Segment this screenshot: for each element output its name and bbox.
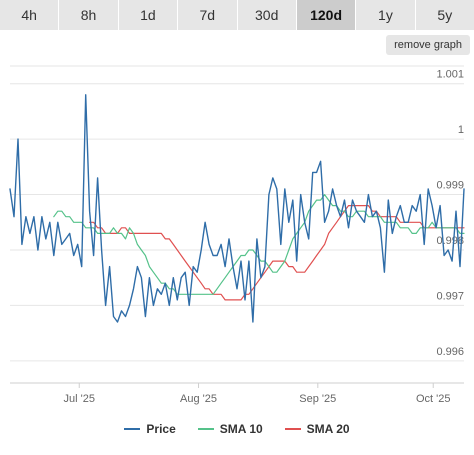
- x-tick-label: Oct '25: [416, 393, 451, 405]
- series-line-sma-10: [53, 194, 465, 295]
- range-tab-5y[interactable]: 5y: [415, 0, 474, 30]
- x-tick-label: Jul '25: [64, 393, 95, 405]
- y-tick-label: 0.997: [436, 290, 464, 302]
- range-tab-7d[interactable]: 7d: [178, 0, 238, 30]
- y-tick-label: 1: [458, 124, 464, 136]
- range-tab-30d[interactable]: 30d: [237, 0, 297, 30]
- x-tick-label: Sep '25: [299, 393, 336, 405]
- legend-item-sma-20[interactable]: SMA 20: [284, 422, 350, 436]
- y-tick-label: 0.998: [436, 235, 464, 247]
- legend-swatch-icon: [284, 428, 301, 430]
- chart-legend: Price SMA 10 SMA 20: [0, 420, 474, 438]
- legend-item-sma-10[interactable]: SMA 10: [197, 422, 263, 436]
- chart-series: [9, 94, 465, 323]
- range-tab-4h[interactable]: 4h: [0, 0, 60, 30]
- x-tick-label: Aug '25: [180, 393, 217, 405]
- series-line-sma-20: [88, 205, 465, 301]
- legend-label: SMA 10: [219, 422, 263, 436]
- price-chart: 0.996 0.997 0.998 0.999 1 1.001 Jul '25 Aug '2…: [9, 65, 465, 405]
- y-tick-label: 0.999: [436, 180, 464, 192]
- legend-swatch-icon: [124, 428, 141, 430]
- y-tick-label: 1.001: [436, 69, 464, 81]
- chart-grid: [10, 65, 464, 384]
- legend-label: Price: [146, 422, 176, 436]
- legend-label: SMA 20: [306, 422, 350, 436]
- range-tab-1y[interactable]: 1y: [356, 0, 416, 30]
- series-line-price: [9, 94, 465, 323]
- y-tick-label: 0.996: [436, 346, 464, 358]
- legend-swatch-icon: [197, 428, 214, 430]
- legend-item-price[interactable]: Price: [124, 422, 176, 436]
- range-tab-1d[interactable]: 1d: [118, 0, 179, 30]
- range-tab-8h[interactable]: 8h: [59, 0, 119, 30]
- remove-graph-button[interactable]: remove graph: [386, 35, 470, 55]
- range-tab-120d[interactable]: 120d: [296, 0, 357, 30]
- x-axis-ticks: Jul '25 Aug '25 Sep '25 Oct '25: [64, 383, 451, 405]
- time-range-tabs: 4h 8h 1d 7d 30d 120d 1y 5y: [0, 0, 474, 30]
